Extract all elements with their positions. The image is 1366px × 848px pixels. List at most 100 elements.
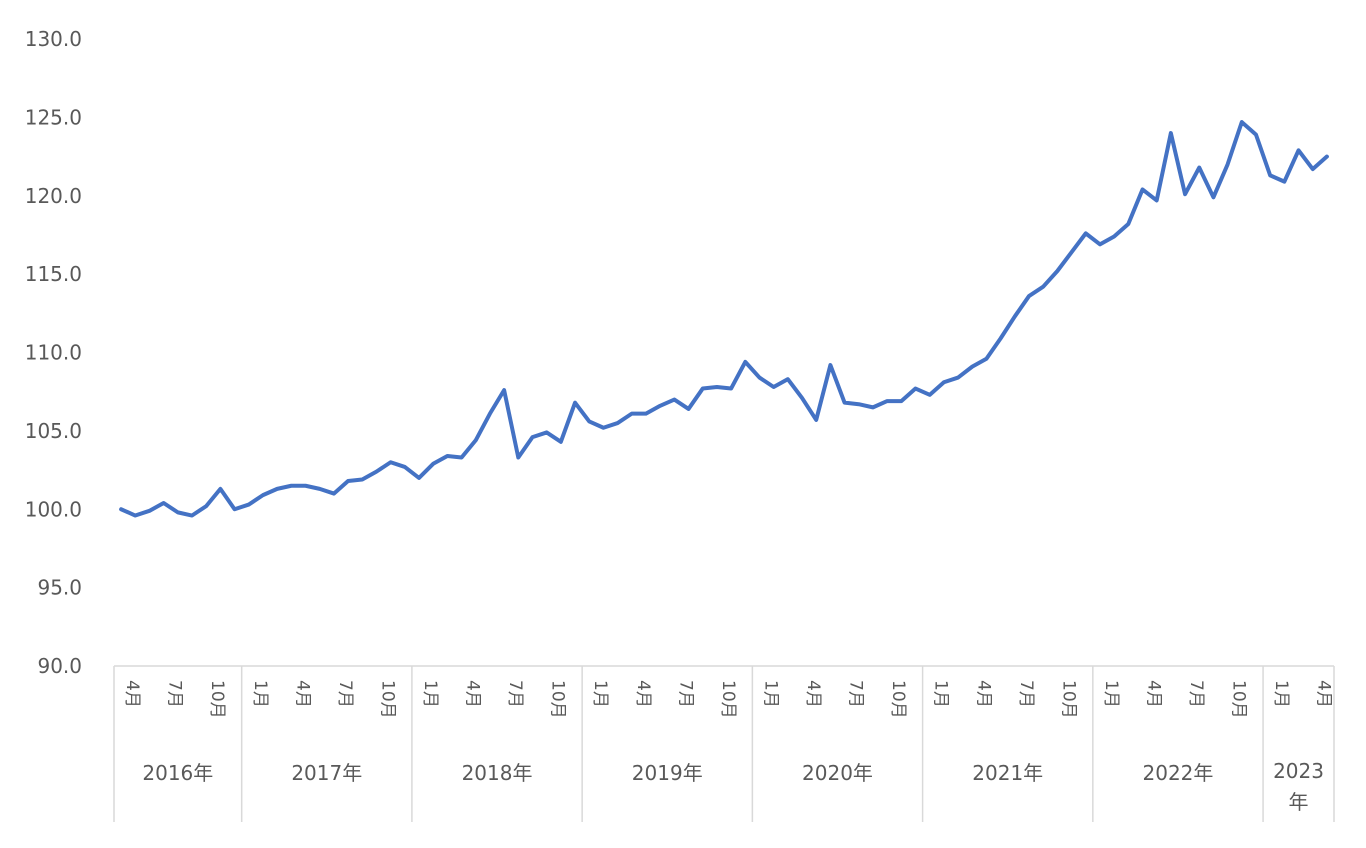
data-point [119,507,123,511]
year-label: 2021年 [972,761,1043,785]
data-point [1098,242,1102,246]
year-label: 2019年 [632,761,703,785]
x-month-label: 7月 [1016,680,1036,708]
data-point [729,387,733,391]
data-point [687,407,691,411]
x-month-label: 1月 [1101,680,1121,708]
x-month-label: 4月 [1143,680,1163,708]
x-month-label: 10月 [1058,680,1078,719]
data-point [1126,222,1130,226]
data-point [1211,195,1215,199]
year-label: 2016年 [142,761,213,785]
data-point [1070,250,1074,254]
data-point [942,380,946,384]
data-point [658,404,662,408]
y-tick-label: 115.0 [25,262,82,286]
y-axis-tick-labels: 90.0 95.0 100.0 105.0 110.0 115.0 120.0 125.0 13… [25,27,82,678]
year-label: 2018年 [462,761,533,785]
x-month-label: 1月 [760,680,780,708]
data-point [474,438,478,442]
data-point [828,363,832,367]
data-point [304,484,308,488]
year-label: 2023 [1273,759,1324,783]
data-point [218,487,222,491]
data-point [1268,173,1272,177]
y-tick-label: 130.0 [25,27,82,51]
x-month-label: 1月 [420,680,440,708]
data-point [374,470,378,474]
data-point [360,477,364,481]
data-point [672,398,676,402]
data-point [530,435,534,439]
data-point [701,387,705,391]
data-point [772,385,776,389]
data-point [914,387,918,391]
data-point [488,412,492,416]
data-point [417,476,421,480]
x-month-label: 7月 [1186,680,1206,708]
data-point [1169,131,1173,135]
x-month-label: 4月 [122,680,142,708]
data-point [743,360,747,364]
x-month-label: 10月 [718,680,738,719]
x-month-label: 7月 [675,680,695,708]
x-month-label: 4月 [292,680,312,708]
data-point [261,493,265,497]
data-point [1027,294,1031,298]
x-month-label: 4月 [633,680,653,708]
data-point [502,388,506,392]
data-point [332,492,336,496]
data-point [1240,120,1244,124]
data-point [814,418,818,422]
x-month-label: 1月 [590,680,610,708]
data-point [1112,235,1116,239]
series-line [119,120,1329,518]
data-point [1311,167,1315,171]
year-label: 2017年 [291,761,362,785]
data-point [1226,162,1230,166]
data-point [1282,180,1286,184]
data-point [899,399,903,403]
data-point [587,419,591,423]
data-point [516,456,520,460]
x-month-label: 4月 [803,680,823,708]
data-point [928,393,932,397]
year-label-suffix: 年 [1289,790,1309,814]
data-point [133,514,137,518]
y-tick-label: 105.0 [25,419,82,443]
y-tick-label: 90.0 [37,654,82,678]
y-tick-label: 100.0 [25,497,82,521]
data-point [389,460,393,464]
y-tick-label: 110.0 [25,341,82,365]
data-point [1041,285,1045,289]
data-point [162,501,166,505]
x-month-label: 4月 [1314,680,1334,708]
x-month-label: 10月 [548,680,568,719]
data-point [233,507,237,511]
data-point [1140,187,1144,191]
data-point [445,454,449,458]
data-point [289,484,293,488]
x-month-label: 10月 [1229,680,1249,719]
x-month-label: 10月 [888,680,908,719]
x-month-label: 4月 [463,680,483,708]
data-point [403,465,407,469]
x-month-label: 1月 [1271,680,1291,708]
data-point [786,377,790,381]
x-month-label: 1月 [250,680,270,708]
x-axis: 2016年 2017年 2018年 2019年 2020年 2021年 2022年 2023 年… [113,665,1335,822]
data-point [970,365,974,369]
y-tick-label: 95.0 [37,576,82,600]
data-point [204,504,208,508]
y-tick-label: 125.0 [25,105,82,129]
data-point [1325,155,1329,159]
data-point [1197,166,1201,170]
data-point [275,487,279,491]
data-point [318,487,322,491]
x-month-label: 7月 [165,680,185,708]
x-month-label: 10月 [377,680,397,719]
data-point [1013,314,1017,318]
data-point [1084,231,1088,235]
data-point [885,399,889,403]
